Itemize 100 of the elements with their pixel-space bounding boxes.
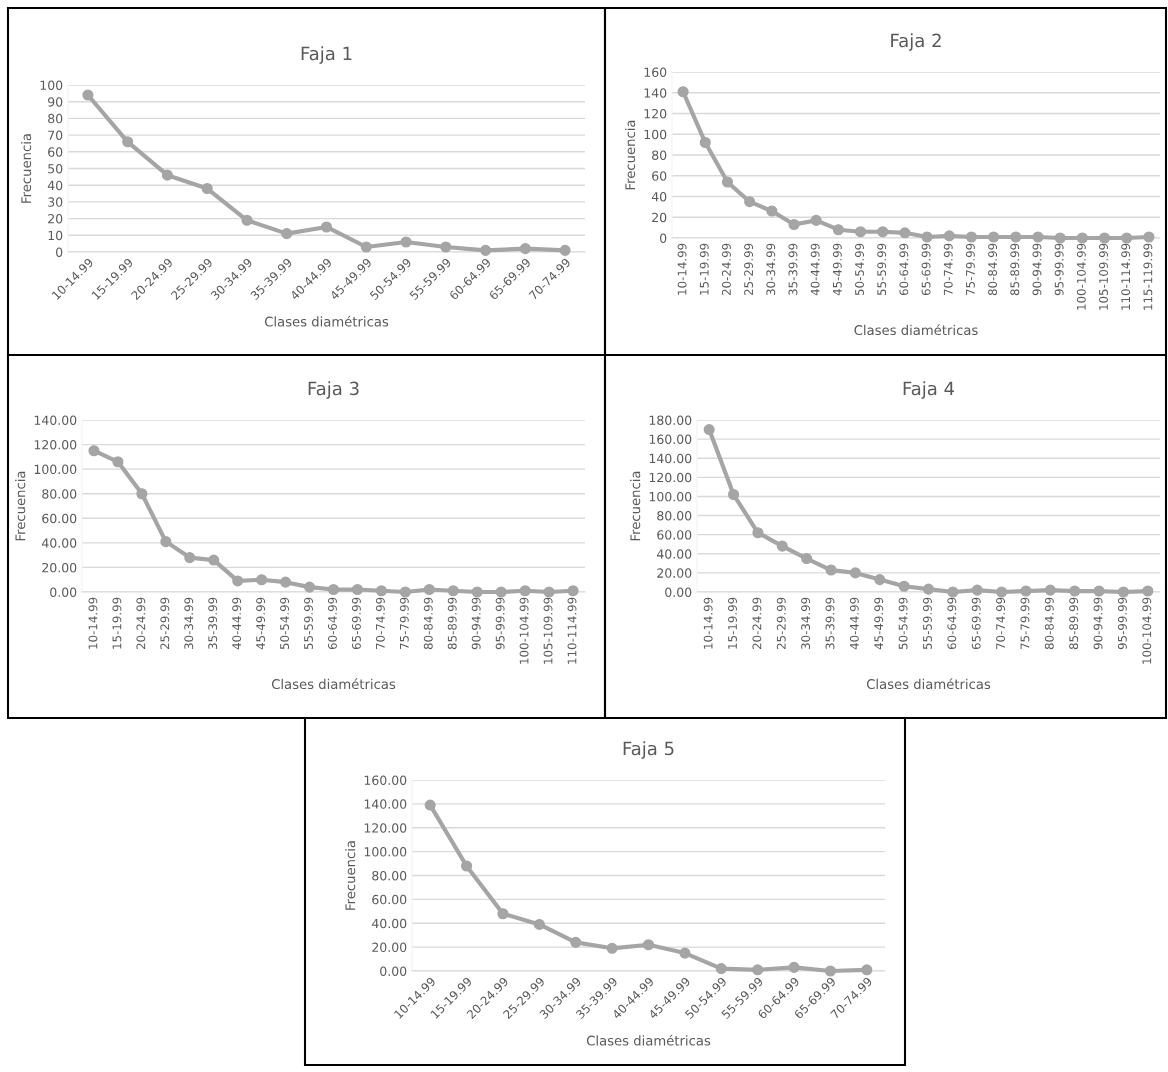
x-tick-label: 30-34.99 <box>801 597 811 650</box>
point <box>965 231 978 243</box>
point <box>351 583 364 596</box>
chart-title: Faja 2 <box>891 33 941 51</box>
point <box>752 964 764 976</box>
point <box>996 586 1008 598</box>
point <box>161 169 173 181</box>
y-tick-label: 120 <box>644 108 667 119</box>
y-tick-label: 140.00 <box>34 415 77 425</box>
point <box>533 918 545 930</box>
x-tick-label: 45-49.99 <box>874 597 884 650</box>
x-tick-label: 35-39.99 <box>208 597 218 650</box>
x-tick-label: 10-14.99 <box>88 597 98 649</box>
x-tick-label: 115-119.99 <box>1143 243 1153 310</box>
y-tick-label: 120.00 <box>649 472 692 483</box>
point <box>921 231 933 243</box>
point <box>327 583 340 596</box>
x-tick-label: 90-94.99 <box>471 597 481 650</box>
y-tick-label: 0 <box>660 233 667 243</box>
point <box>899 227 911 239</box>
x-tick-label: 45-49.99 <box>256 597 266 650</box>
point <box>519 243 531 255</box>
x-tick-label: 50-54.99 <box>855 243 864 296</box>
point <box>1054 232 1066 244</box>
point <box>849 567 861 579</box>
point <box>256 574 268 586</box>
point <box>606 942 618 954</box>
x-tick-label: 20-24.99 <box>752 597 762 650</box>
y-tick-label: 160 <box>644 67 667 77</box>
x-tick-label: 10-14.99 <box>703 597 713 649</box>
x-tick-label: 80-84.99 <box>1044 597 1054 650</box>
point <box>471 586 483 598</box>
point <box>559 244 571 256</box>
point <box>642 939 655 951</box>
y-tick-label: 160.00 <box>364 775 407 785</box>
y-tick-label: 60 <box>48 147 63 157</box>
point <box>160 536 172 548</box>
point <box>1098 232 1111 244</box>
point <box>375 585 387 597</box>
x-tick-label: 80-84.99 <box>988 243 998 296</box>
x-tick-label: 85-89.99 <box>1010 243 1020 296</box>
y-tick-label: 0.00 <box>380 966 407 976</box>
point <box>447 585 459 597</box>
x-tick-label: 30-34.99 <box>766 243 776 296</box>
x-tick-label: 55-59.99 <box>923 597 932 650</box>
point <box>898 580 910 592</box>
x-tick-label: 20-24.99 <box>721 243 731 296</box>
y-tick-label: 40.00 <box>371 918 407 929</box>
point <box>1093 585 1105 597</box>
y-tick-label: 80.00 <box>372 870 407 881</box>
point <box>280 576 292 588</box>
y-tick-label: 20.00 <box>372 942 407 953</box>
x-tick-label: 15-19.99 <box>699 243 709 295</box>
x-tick-label: 25-29.99 <box>776 597 786 650</box>
y-tick-label: 40.00 <box>41 538 77 548</box>
x-tick-label: 60-64.99 <box>899 243 909 296</box>
y-axis-title: Frecuencia <box>345 841 356 910</box>
x-tick-label: 85-89.99 <box>447 597 457 650</box>
point <box>497 908 509 920</box>
y-tick-label: 20 <box>48 214 63 224</box>
x-tick-label: 70-74.99 <box>996 597 1006 649</box>
x-tick-label: 50-54.99 <box>280 597 290 650</box>
x-tick-label: 80-84.99 <box>423 597 433 650</box>
x-axis-title: Clases diamétricas <box>271 678 396 690</box>
point <box>715 963 727 975</box>
x-tick-label: 105-109.99 <box>543 597 553 664</box>
x-tick-label: 35-39.99 <box>825 597 835 650</box>
point <box>721 176 734 188</box>
y-tick-label: 140.00 <box>649 453 692 464</box>
point <box>943 230 955 242</box>
point <box>1117 586 1130 598</box>
x-tick-label: 60-64.99 <box>328 597 337 650</box>
y-axis-title: Frecuencia <box>20 134 32 203</box>
point <box>241 214 253 226</box>
x-tick-label: 65-69.99 <box>351 597 361 650</box>
chart-title: Faja 4 <box>903 381 955 399</box>
x-tick-label: 25-29.99 <box>744 243 754 296</box>
x-axis-title: Clases diamétricas <box>586 1034 711 1046</box>
x-tick-label: 100-104.99 <box>1142 597 1152 664</box>
y-axis-title: Frecuencia <box>15 471 26 541</box>
y-axis-title: Frecuencia <box>624 120 636 190</box>
y-tick-label: 90 <box>48 97 63 107</box>
point <box>399 586 411 598</box>
point <box>1069 585 1081 597</box>
y-tick-label: 10 <box>48 230 63 241</box>
point <box>854 226 867 238</box>
point <box>699 136 711 149</box>
y-tick-label: 0.00 <box>665 587 692 597</box>
x-tick-label: 90-94.99 <box>1093 597 1103 650</box>
x-tick-label: 75-79.99 <box>1020 597 1030 649</box>
x-tick-label: 95-99.99 <box>495 597 505 650</box>
x-tick-label: 15-19.99 <box>112 597 122 649</box>
point <box>136 488 148 500</box>
chart-title: Faja 3 <box>308 381 359 399</box>
y-tick-label: 20.00 <box>42 562 77 573</box>
x-tick-label: 15-19.99 <box>728 597 737 649</box>
y-tick-label: 40 <box>651 191 667 202</box>
point <box>495 586 507 598</box>
point <box>360 241 372 253</box>
x-tick-label: 95-99.99 <box>1054 243 1064 296</box>
